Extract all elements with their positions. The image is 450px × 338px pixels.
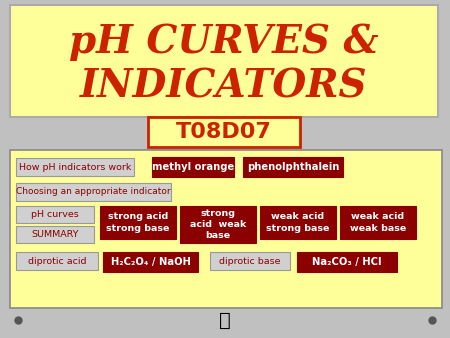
Text: INDICATORS: INDICATORS: [80, 67, 368, 105]
Bar: [100, 206, 176, 239]
Text: diprotic acid: diprotic acid: [28, 257, 86, 266]
Text: strong
acid  weak
base: strong acid weak base: [190, 209, 246, 240]
Bar: [243, 157, 343, 177]
Text: 🌐: 🌐: [219, 311, 231, 330]
Text: T08D07: T08D07: [176, 122, 272, 142]
Text: weak acid
strong base: weak acid strong base: [266, 213, 330, 233]
Bar: [260, 206, 336, 239]
Text: H₂C₂O₄ / NaOH: H₂C₂O₄ / NaOH: [111, 257, 190, 267]
Text: weak acid
weak base: weak acid weak base: [350, 213, 406, 233]
Text: diprotic base: diprotic base: [219, 257, 281, 266]
Text: pH curves: pH curves: [31, 210, 79, 219]
Bar: [180, 206, 256, 243]
Bar: [297, 252, 397, 272]
Text: Choosing an appropriate indicator: Choosing an appropriate indicator: [16, 188, 171, 196]
Bar: [10, 5, 438, 117]
Bar: [103, 252, 198, 272]
Bar: [10, 150, 442, 308]
Text: Na₂CO₃ / HCl: Na₂CO₃ / HCl: [312, 257, 382, 267]
Bar: [210, 252, 290, 270]
Text: phenolphthalein: phenolphthalein: [247, 162, 339, 172]
Bar: [16, 226, 94, 243]
Bar: [340, 206, 416, 239]
Text: pH CURVES &: pH CURVES &: [69, 23, 379, 61]
Text: How pH indicators work: How pH indicators work: [19, 163, 131, 171]
Text: strong acid
strong base: strong acid strong base: [106, 213, 170, 233]
Bar: [152, 157, 234, 177]
Bar: [16, 183, 171, 201]
Bar: [16, 252, 98, 270]
Bar: [16, 206, 94, 223]
Bar: [16, 158, 134, 176]
Bar: [148, 117, 300, 147]
Text: SUMMARY: SUMMARY: [31, 230, 79, 239]
Text: methyl orange: methyl orange: [152, 162, 234, 172]
